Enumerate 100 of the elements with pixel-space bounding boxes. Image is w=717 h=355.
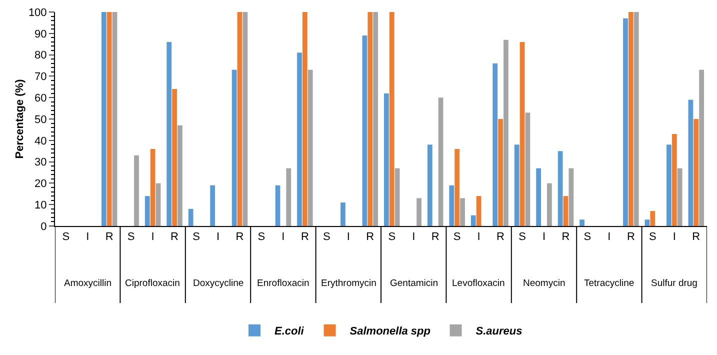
y-tick-label: 100 (28, 6, 47, 19)
y-tick-label: 0 (40, 220, 47, 233)
bar (166, 42, 172, 226)
x-tick-label: S (323, 231, 330, 244)
y-tick-label: 80 (34, 50, 47, 62)
legend-label: E.coli (274, 326, 305, 338)
text: Erythromycin (321, 278, 376, 289)
bar (520, 42, 525, 226)
bar (504, 40, 508, 226)
bar (514, 144, 520, 226)
bar (368, 12, 373, 226)
x-tick-label: I (477, 231, 480, 244)
text: Neomycin (523, 278, 566, 289)
bar (150, 148, 156, 226)
x-tick-label: S (62, 231, 70, 244)
text: Enrofloxacin (257, 278, 310, 289)
x-tick-label: S (388, 231, 396, 244)
bar (563, 196, 568, 226)
bar (172, 89, 177, 226)
bar (644, 220, 650, 226)
bar (536, 168, 542, 226)
bar (416, 198, 422, 226)
bar (112, 12, 118, 226)
bar (308, 70, 313, 226)
bar (297, 52, 302, 226)
bar (476, 196, 482, 226)
text: Ciprofloxacin (125, 278, 180, 289)
bar (389, 12, 394, 226)
x-tick-label: R (626, 231, 635, 244)
x-tick-label: I (542, 231, 546, 244)
x-tick-label: R (562, 231, 570, 244)
y-tick-label: 40 (34, 135, 47, 148)
text: Doxycycline (193, 278, 244, 289)
bar (156, 183, 161, 226)
bar (672, 134, 677, 226)
bar (340, 202, 346, 226)
x-tick-label: S (584, 231, 592, 244)
y-axis-title: Percentage (%) (14, 78, 26, 159)
legend-label: Salmonella spp (350, 326, 431, 338)
bar (384, 93, 389, 226)
x-tick-label: S (453, 231, 461, 244)
x-tick-label: I (151, 231, 154, 244)
bar (134, 155, 139, 226)
y-tick-label: 70 (34, 71, 47, 84)
x-tick-label: R (431, 231, 440, 244)
x-tick-label: R (236, 231, 244, 244)
x-tick-label: S (127, 231, 135, 244)
text: Levofloxacin (452, 278, 505, 289)
bar (525, 112, 530, 226)
bar (558, 151, 563, 226)
x-tick-label: I (346, 231, 350, 244)
text: Gentamicin (390, 278, 438, 289)
bar (449, 185, 454, 226)
bar (438, 98, 444, 226)
bar (178, 125, 182, 226)
bar (498, 119, 503, 226)
text: Tetracycline (584, 278, 634, 289)
bar (106, 12, 112, 226)
bar (623, 18, 628, 226)
x-tick-label: I (608, 231, 611, 244)
text: Sulfur drug (651, 278, 698, 289)
x-tick-label: I (412, 231, 416, 244)
bar (275, 185, 280, 226)
bar (677, 168, 682, 226)
bar (634, 12, 639, 226)
y-tick-label: 30 (34, 156, 47, 169)
x-tick-label: S (192, 231, 200, 244)
bar (362, 36, 368, 226)
text: Amoxycillin (64, 278, 112, 289)
x-tick-label: R (496, 231, 505, 244)
x-tick-label: R (300, 231, 309, 244)
bar (470, 215, 476, 226)
y-tick-label: 20 (34, 178, 47, 190)
bar (568, 168, 574, 226)
x-tick-label: R (105, 231, 114, 244)
bar (454, 148, 460, 226)
x-tick-label: R (170, 231, 179, 244)
x-tick-label: R (692, 231, 700, 244)
x-tick-label: I (672, 231, 676, 244)
bar (286, 168, 292, 226)
bar (373, 12, 378, 226)
x-tick-label: I (86, 231, 90, 244)
bar (580, 220, 584, 226)
bar (188, 208, 194, 226)
x-tick-label: I (282, 231, 285, 244)
bar (460, 198, 465, 226)
bar (628, 12, 634, 226)
x-tick-label: I (216, 231, 220, 244)
x-tick-label: S (649, 231, 656, 244)
bar (688, 100, 694, 226)
bar (237, 12, 242, 226)
bar (699, 70, 704, 226)
bar (666, 144, 672, 226)
y-tick-label: 10 (34, 199, 47, 212)
y-tick-label: 50 (34, 114, 47, 126)
x-tick-label: R (366, 231, 374, 244)
bar (101, 12, 106, 226)
bar (546, 183, 552, 226)
bar (394, 168, 400, 226)
bar (232, 70, 237, 226)
